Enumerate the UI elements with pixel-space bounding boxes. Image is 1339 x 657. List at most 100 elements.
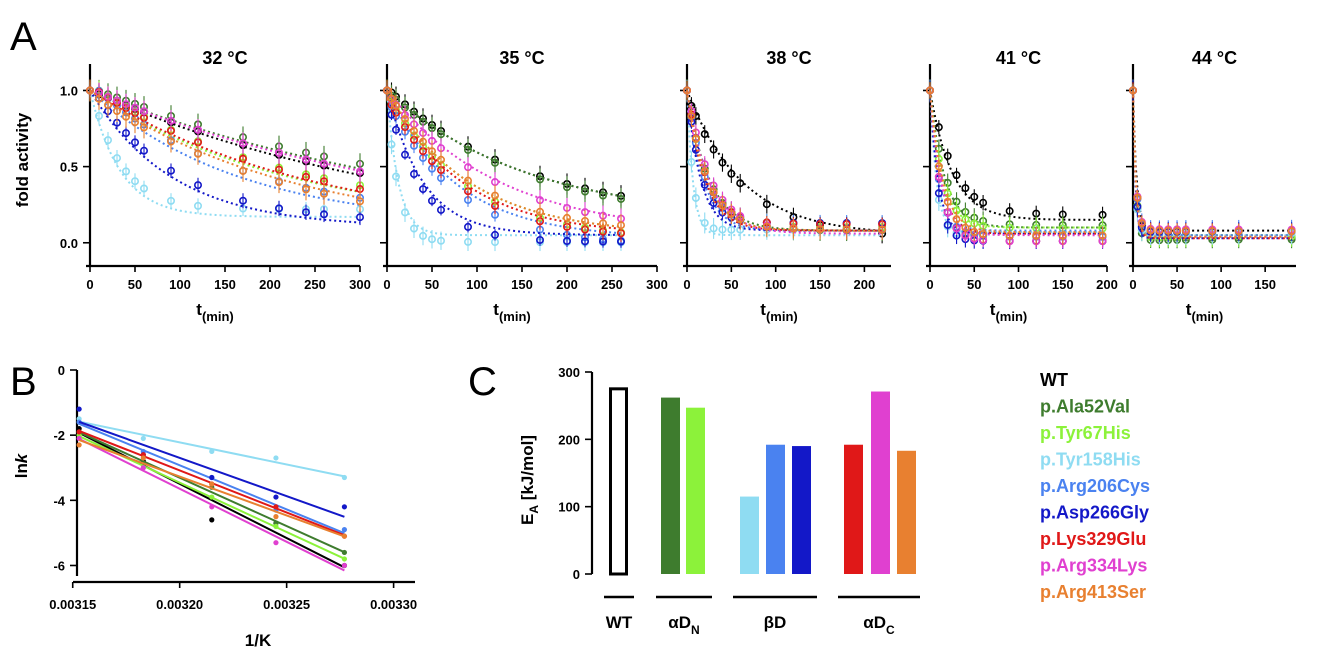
data-point	[274, 204, 283, 213]
x-tick-label: 150	[511, 277, 533, 292]
data-point	[387, 140, 396, 149]
x-axis-title: t(min)	[990, 300, 1027, 324]
data-point	[131, 177, 140, 186]
data-point	[194, 125, 203, 134]
data-point	[273, 494, 279, 500]
data-point	[979, 229, 988, 238]
data-point	[691, 111, 700, 120]
data-point	[95, 111, 104, 120]
data-point	[687, 112, 696, 121]
subpanel-3: 41 °C 0 50 100 150 200 t(min)	[923, 48, 1118, 324]
data-point	[1133, 193, 1142, 202]
y-tick-label: 0	[58, 363, 65, 378]
data-point	[76, 442, 82, 448]
fit-curve	[386, 90, 621, 237]
data-point	[490, 230, 499, 239]
subpanel-1: 35 °C 0 50 100 150 200 250 300 t(min)	[380, 48, 668, 324]
fit-curve	[1132, 90, 1292, 237]
legend-entry: WT	[1040, 370, 1068, 390]
data-point	[709, 224, 718, 233]
data-point	[562, 183, 571, 192]
subpanel-title: 41 °C	[996, 48, 1041, 68]
fit-curve	[89, 89, 361, 224]
panel-a-decay-curves: 32 °C0 50 100 150 200 250 3000.00.51.0t(min)35…	[13, 48, 1296, 324]
y-tick-label: 0	[573, 567, 580, 582]
data-point	[341, 527, 348, 533]
x-axis-title-main: t	[493, 300, 499, 319]
y-axis-title-rest: [kJ/mol]	[518, 435, 537, 505]
fit-curve	[1132, 90, 1292, 240]
group-label-main: αD	[863, 613, 886, 632]
group-label: αDC	[863, 613, 895, 637]
x-tick-label: 50	[425, 277, 439, 292]
group-label-sub: C	[886, 623, 895, 637]
group-label-sub: N	[691, 623, 700, 637]
x-axis-title: t(min)	[493, 300, 530, 324]
data-point	[736, 215, 745, 224]
fit-curve	[929, 90, 1103, 221]
data-point	[122, 129, 131, 138]
data-point	[1129, 86, 1138, 95]
data-point	[427, 196, 436, 205]
data-point	[562, 213, 571, 222]
data-point	[409, 126, 418, 135]
x-tick-label: 0.00330	[370, 597, 417, 612]
data-point	[391, 172, 400, 181]
data-point	[167, 116, 176, 125]
y-axis-title-italic: k	[12, 452, 31, 463]
data-point	[580, 237, 589, 246]
data-point	[700, 218, 709, 227]
panel-letter-b: B	[10, 360, 37, 404]
data-point	[463, 176, 472, 185]
data-point	[1287, 227, 1296, 236]
data-point	[943, 151, 952, 160]
data-point	[341, 549, 348, 556]
data-point	[1146, 226, 1155, 235]
data-point	[490, 191, 499, 200]
data-point	[239, 139, 248, 148]
bar	[766, 444, 785, 574]
data-point	[301, 208, 310, 217]
data-point	[727, 209, 736, 218]
data-point	[700, 130, 709, 139]
group-label-main: αD	[668, 613, 691, 632]
data-point	[167, 166, 176, 175]
data-point	[113, 154, 122, 163]
data-point	[925, 86, 934, 95]
fit-curve	[1132, 90, 1292, 238]
data-point	[209, 494, 215, 500]
x-tick-label: 250	[304, 277, 326, 292]
subpanel-title: 32 °C	[202, 48, 247, 68]
x-tick-label: 50	[128, 277, 142, 292]
data-point	[687, 158, 696, 167]
x-tick-label: 200	[854, 277, 876, 292]
fit-curve	[386, 89, 622, 228]
fit-curve	[386, 90, 621, 236]
x-axis-title: t(min)	[1186, 300, 1223, 324]
data-point	[718, 225, 727, 234]
legend-entry: p.Asp266Gly	[1040, 503, 1149, 523]
data-point	[691, 134, 700, 143]
data-point	[273, 540, 279, 546]
data-point	[952, 171, 961, 180]
data-point	[239, 166, 248, 175]
data-point	[736, 179, 745, 188]
data-point	[878, 225, 887, 234]
data-point	[427, 235, 436, 244]
data-point	[580, 187, 589, 196]
fit-curve	[686, 90, 883, 232]
data-point	[209, 474, 215, 481]
x-tick-label: 0	[926, 277, 933, 292]
data-point	[943, 220, 952, 229]
data-point	[709, 188, 718, 197]
bar	[871, 391, 890, 574]
x-axis-title-sub: (min)	[499, 309, 531, 324]
data-point	[391, 125, 400, 134]
bar	[609, 387, 628, 576]
data-point	[952, 215, 961, 224]
data-point	[463, 237, 472, 246]
data-point	[718, 201, 727, 210]
data-point	[113, 107, 122, 116]
data-point	[1208, 227, 1217, 236]
data-point	[209, 448, 215, 455]
